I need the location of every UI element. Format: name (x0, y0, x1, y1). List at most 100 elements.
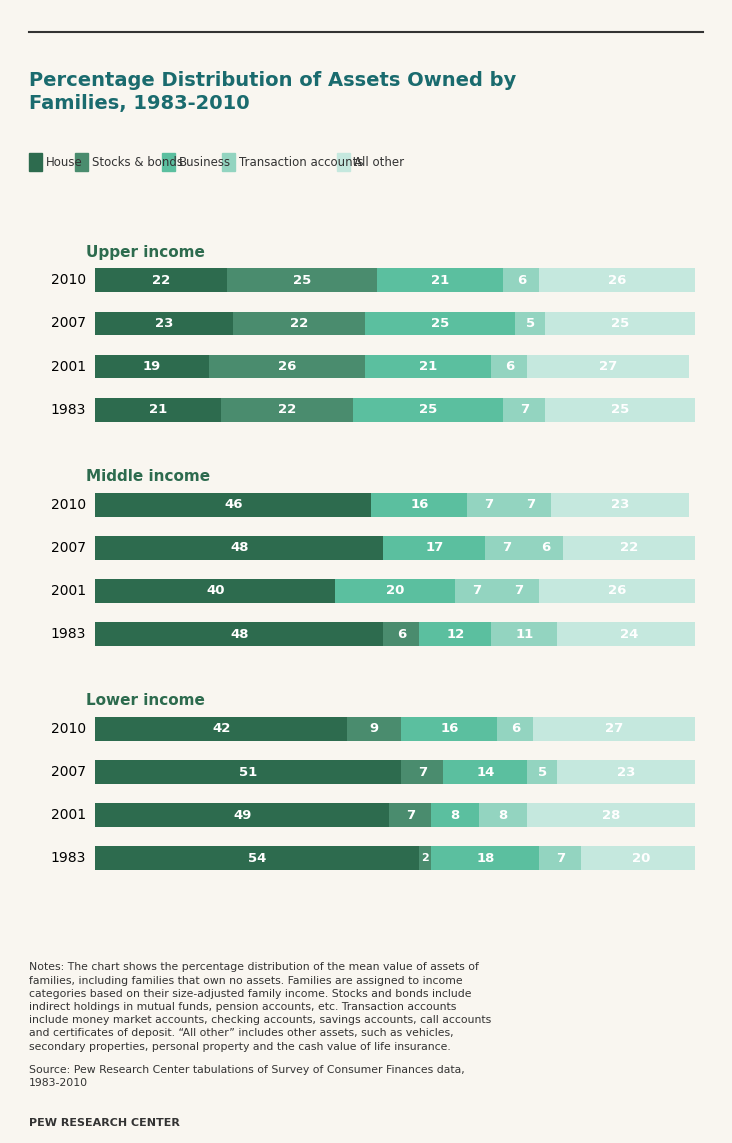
Text: House: House (46, 155, 83, 169)
Text: 26: 26 (608, 274, 627, 287)
Text: 24: 24 (620, 628, 638, 640)
Bar (95, 847, 419, 870)
Bar (389, 804, 431, 828)
Bar (377, 269, 504, 293)
Text: 22: 22 (278, 403, 296, 416)
Text: 25: 25 (419, 403, 438, 416)
Bar (221, 398, 354, 422)
Text: 25: 25 (293, 274, 311, 287)
Bar (539, 580, 695, 602)
Bar (347, 717, 401, 741)
Text: 1983: 1983 (51, 628, 86, 641)
Bar (527, 804, 695, 828)
Text: 16: 16 (410, 498, 428, 511)
Text: Notes: The chart shows the percentage distribution of the mean value of assets o: Notes: The chart shows the percentage di… (29, 962, 491, 1052)
Bar (509, 493, 551, 517)
Text: 28: 28 (602, 809, 621, 822)
Text: 27: 27 (600, 360, 618, 373)
Text: 48: 48 (230, 542, 248, 554)
Text: 2: 2 (422, 854, 429, 863)
Text: Transaction accounts: Transaction accounts (239, 155, 363, 169)
Text: 42: 42 (212, 722, 231, 735)
Text: All other: All other (354, 155, 404, 169)
Bar (551, 493, 690, 517)
Bar (527, 760, 557, 784)
Text: 21: 21 (431, 274, 449, 287)
Text: 19: 19 (143, 360, 161, 373)
Text: 6: 6 (517, 274, 526, 287)
Bar (527, 536, 564, 560)
Bar (539, 269, 695, 293)
Text: 16: 16 (440, 722, 458, 735)
Bar (401, 717, 497, 741)
Text: 5: 5 (526, 317, 535, 330)
Bar (419, 622, 491, 646)
Text: 2001: 2001 (51, 360, 86, 374)
Text: Business: Business (179, 155, 231, 169)
Bar (401, 760, 444, 784)
Bar (95, 269, 227, 293)
Bar (539, 847, 581, 870)
Text: 2007: 2007 (51, 541, 86, 554)
Text: 2010: 2010 (51, 722, 86, 736)
Bar (557, 622, 701, 646)
Bar (497, 717, 534, 741)
Text: 25: 25 (611, 317, 630, 330)
Text: 49: 49 (233, 809, 251, 822)
Text: 54: 54 (248, 852, 266, 865)
Text: 6: 6 (541, 542, 550, 554)
Bar (335, 580, 455, 602)
Text: 25: 25 (611, 403, 630, 416)
Text: 7: 7 (556, 852, 565, 865)
Bar (479, 804, 527, 828)
Text: PEW RESEARCH CENTER: PEW RESEARCH CENTER (29, 1118, 180, 1128)
Text: Source: Pew Research Center tabulations of Survey of Consumer Finances data,
198: Source: Pew Research Center tabulations … (29, 1065, 465, 1088)
Bar (491, 354, 527, 378)
Text: 2001: 2001 (51, 584, 86, 598)
Text: 48: 48 (230, 628, 248, 640)
Bar (234, 312, 365, 335)
Bar (365, 312, 515, 335)
Text: Stocks & bonds: Stocks & bonds (92, 155, 183, 169)
Text: 23: 23 (617, 766, 635, 778)
Bar (95, 354, 209, 378)
Bar (455, 580, 497, 602)
Bar (365, 354, 491, 378)
Bar (354, 398, 504, 422)
Text: 23: 23 (611, 498, 630, 511)
Text: 8: 8 (451, 809, 460, 822)
Text: 7: 7 (501, 542, 511, 554)
Text: 2010: 2010 (51, 273, 86, 287)
Text: 7: 7 (520, 403, 529, 416)
Text: 6: 6 (504, 360, 514, 373)
Text: 26: 26 (608, 584, 627, 598)
Bar (564, 536, 695, 560)
Text: 21: 21 (419, 360, 438, 373)
Bar (527, 354, 690, 378)
Text: 6: 6 (511, 722, 520, 735)
Text: 22: 22 (620, 542, 638, 554)
Text: 1983: 1983 (51, 402, 86, 417)
Bar (95, 717, 347, 741)
Bar (581, 847, 701, 870)
Text: 7: 7 (406, 809, 415, 822)
Text: 7: 7 (418, 766, 427, 778)
Text: Middle income: Middle income (86, 469, 210, 485)
Bar (545, 398, 695, 422)
Text: 5: 5 (538, 766, 547, 778)
Bar (95, 493, 371, 517)
Bar (384, 536, 485, 560)
Text: 2001: 2001 (51, 808, 86, 822)
Text: 11: 11 (515, 628, 534, 640)
Bar (419, 847, 431, 870)
Text: 1983: 1983 (51, 852, 86, 865)
Bar (497, 580, 539, 602)
Text: 22: 22 (290, 317, 308, 330)
Text: 7: 7 (484, 498, 493, 511)
Bar (95, 760, 401, 784)
Text: 2010: 2010 (51, 497, 86, 512)
Bar (95, 622, 384, 646)
Bar (371, 493, 467, 517)
Bar (485, 536, 527, 560)
Bar (467, 493, 509, 517)
